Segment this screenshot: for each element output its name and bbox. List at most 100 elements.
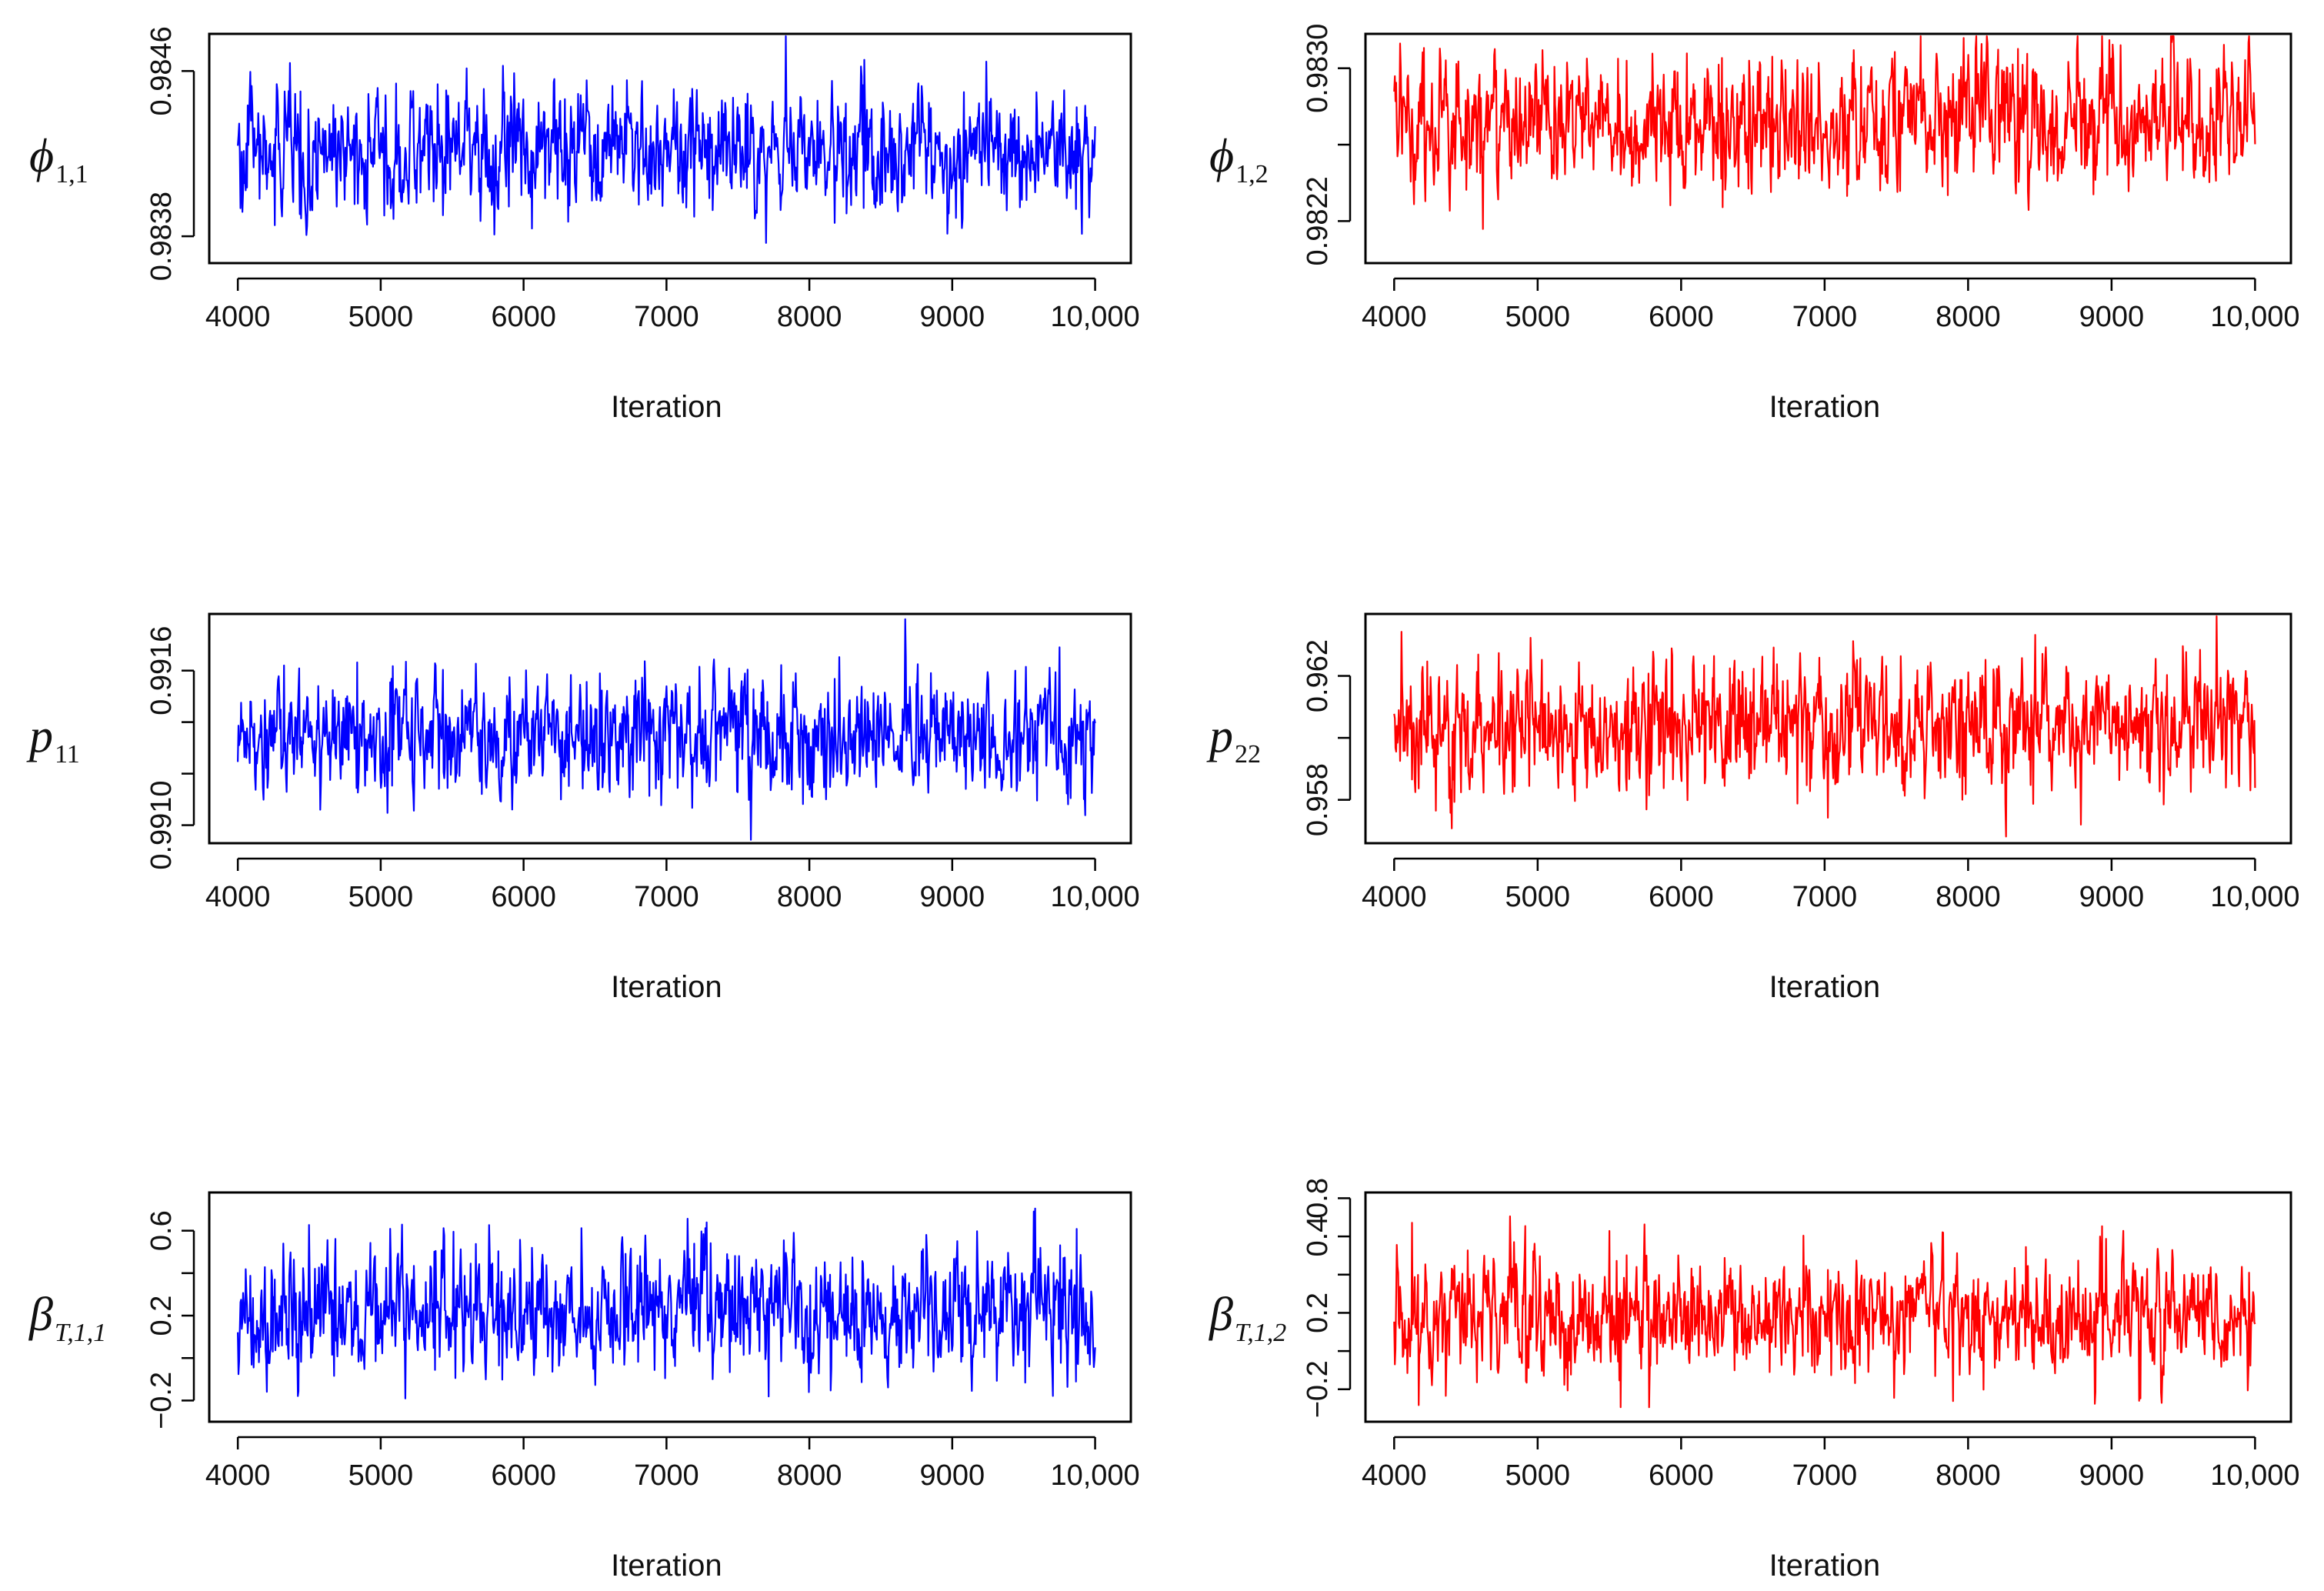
x-axis-title: Iteration — [1769, 970, 1881, 1004]
panel-beta_T_1_2: 4000 5000 6000 7000 8000 9000 10,000 Iteration −… — [1209, 1178, 2299, 1583]
x-tick-label: 9000 — [920, 301, 985, 333]
y-tick-label: 0.9822 — [1302, 176, 1334, 265]
y-tick-label: −0.2 — [145, 1372, 178, 1429]
y-tick-label: 0.9846 — [145, 26, 178, 115]
x-tick-label: 8000 — [777, 1459, 842, 1492]
x-tick-label: 8000 — [1936, 301, 2001, 333]
x-tick-label: 9000 — [920, 1459, 985, 1492]
x-tick-label: 10,000 — [1050, 1459, 1139, 1492]
x-tick-label: 7000 — [1792, 881, 1858, 913]
panel-beta_T_1_1: 4000 5000 6000 7000 8000 9000 10,000 Iteration −… — [28, 1191, 1140, 1583]
plot-frame — [208, 32, 1132, 265]
parameter-subscript: 11 — [55, 740, 80, 769]
x-axis-title: Iteration — [1769, 1549, 1881, 1583]
y-tick-label: 0.9830 — [1302, 24, 1334, 113]
y-tick-label: 0.962 — [1302, 639, 1334, 712]
y-tick-label: 0.2 — [145, 1296, 178, 1336]
x-axis-title: Iteration — [1769, 390, 1881, 424]
x-axis-title: Iteration — [611, 390, 722, 424]
x-tick-label: 8000 — [1936, 881, 2001, 913]
x-tick-label: 10,000 — [2210, 301, 2299, 333]
parameter-subscript: T,1,1 — [55, 1319, 106, 1347]
parameter-label: p11 — [26, 710, 80, 769]
y-tick-label: 0.9916 — [145, 626, 178, 715]
parameter-symbol: ϕ — [1209, 130, 1234, 182]
parameter-symbol: ϕ — [29, 130, 54, 182]
x-tick-label: 6000 — [491, 301, 556, 333]
x-tick-label: 4000 — [1362, 1459, 1427, 1492]
parameter-subscript: T,1,2 — [1235, 1319, 1286, 1347]
x-tick-label: 9000 — [2079, 301, 2145, 333]
trace-line — [237, 1207, 1096, 1399]
parameter-label: p22 — [1206, 710, 1261, 769]
x-axis-title: Iteration — [611, 1549, 722, 1583]
x-tick-label: 9000 — [2079, 1459, 2145, 1492]
x-tick-label: 6000 — [491, 1459, 556, 1492]
x-tick-label: 9000 — [2079, 881, 2145, 913]
trace-line — [237, 618, 1096, 841]
parameter-label: βT,1,1 — [28, 1289, 106, 1347]
x-tick-label: 5000 — [1505, 1459, 1571, 1492]
x-tick-label: 6000 — [1649, 881, 1714, 913]
x-tick-label: 5000 — [348, 1459, 414, 1492]
x-tick-label: 8000 — [777, 301, 842, 333]
parameter-symbol: p — [26, 710, 53, 762]
panel-p_11: 4000 5000 6000 7000 8000 9000 10,000 Iteration 0… — [26, 612, 1140, 1004]
trace-line — [1393, 1215, 2256, 1409]
trace-line — [1393, 35, 2256, 230]
y-tick-label: −0.2 — [1302, 1360, 1334, 1418]
y-tick-label: 0.9838 — [145, 192, 178, 281]
panel-p_22: 4000 5000 6000 7000 8000 9000 10,000 Iteration 0… — [1206, 612, 2299, 1004]
x-tick-label: 4000 — [1362, 881, 1427, 913]
x-tick-label: 7000 — [634, 1459, 699, 1492]
x-tick-label: 6000 — [491, 881, 556, 913]
panel-phi_1_1: 4000 5000 6000 7000 8000 9000 10,000 Iteration 0… — [29, 26, 1140, 424]
x-tick-label: 4000 — [205, 301, 271, 333]
y-tick-label: 0.6 — [145, 1210, 178, 1251]
x-tick-label: 10,000 — [1050, 301, 1139, 333]
y-tick-label: 0.2 — [1302, 1292, 1334, 1333]
y-tick-label: 0.8 — [1302, 1178, 1334, 1219]
y-tick-label: 0.4 — [1302, 1216, 1334, 1257]
x-tick-label: 7000 — [1792, 301, 1858, 333]
plot-frame — [208, 612, 1132, 845]
x-tick-label: 10,000 — [1050, 881, 1139, 913]
x-tick-label: 8000 — [1936, 1459, 2001, 1492]
plot-frame — [1364, 1191, 2292, 1423]
x-tick-label: 8000 — [777, 881, 842, 913]
plot-frame — [208, 1191, 1132, 1423]
plot-frame — [1364, 32, 2292, 265]
parameter-subscript: 1,2 — [1235, 160, 1269, 188]
panel-phi_1_2: 4000 5000 6000 7000 8000 9000 10,000 Iteration 0… — [1209, 24, 2299, 424]
y-tick-label: 0.9910 — [145, 780, 178, 869]
trace-line — [237, 35, 1096, 244]
parameter-symbol: β — [1209, 1289, 1233, 1341]
plot-frame — [1364, 612, 2292, 845]
parameter-label: ϕ1,2 — [1209, 130, 1269, 188]
x-tick-label: 9000 — [920, 881, 985, 913]
x-tick-label: 4000 — [205, 1459, 271, 1492]
x-tick-label: 7000 — [1792, 1459, 1858, 1492]
x-tick-label: 7000 — [634, 881, 699, 913]
x-axis-title: Iteration — [611, 970, 722, 1004]
parameter-symbol: β — [28, 1289, 53, 1341]
x-tick-label: 10,000 — [2210, 881, 2299, 913]
x-tick-label: 5000 — [1505, 881, 1571, 913]
x-tick-label: 5000 — [348, 881, 414, 913]
x-tick-label: 4000 — [1362, 301, 1427, 333]
parameter-label: ϕ1,1 — [29, 130, 88, 188]
x-tick-label: 5000 — [348, 301, 414, 333]
x-tick-label: 6000 — [1649, 301, 1714, 333]
parameter-label: βT,1,2 — [1209, 1289, 1286, 1347]
x-tick-label: 7000 — [634, 301, 699, 333]
parameter-subscript: 1,1 — [55, 160, 88, 188]
parameter-symbol: p — [1206, 710, 1233, 762]
y-tick-label: 0.958 — [1302, 763, 1334, 836]
x-tick-label: 4000 — [205, 881, 271, 913]
trace-line — [1393, 615, 2256, 838]
parameter-subscript: 22 — [1235, 740, 1261, 769]
x-tick-label: 10,000 — [2210, 1459, 2299, 1492]
x-tick-label: 5000 — [1505, 301, 1571, 333]
x-tick-label: 6000 — [1649, 1459, 1714, 1492]
